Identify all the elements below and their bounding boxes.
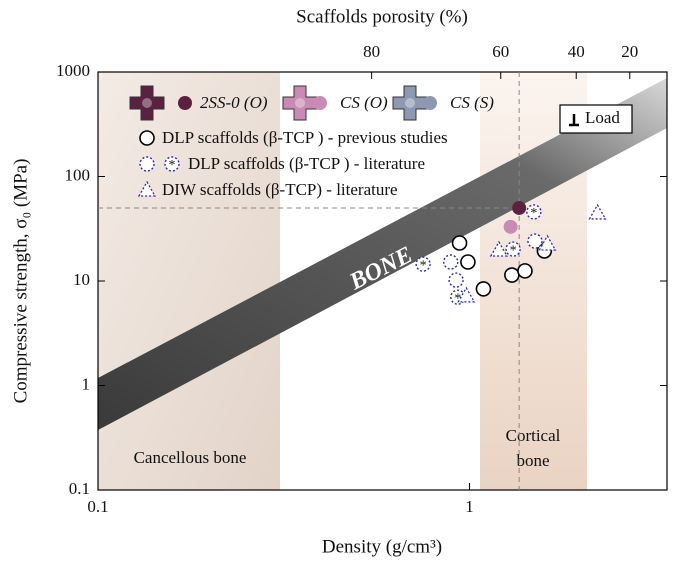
x-tick-label: 1: [465, 497, 474, 516]
point-ring: [444, 255, 458, 269]
point: [476, 282, 490, 296]
x2-tick-label: 40: [568, 42, 585, 61]
x2-axis-title: Scaffolds porosity (%): [296, 6, 468, 27]
point-star: *: [169, 158, 176, 173]
x2-tick-label: 20: [621, 42, 638, 61]
region-label: bone: [516, 451, 549, 470]
page: BONE Cancellous bone Cortical bone Load …: [0, 0, 676, 562]
legend-label: CS (O): [340, 93, 388, 112]
y-tick-label: 10: [73, 270, 90, 289]
y-axis-title: Compressive strength, σ₀ (MPa): [10, 159, 31, 404]
y-tick-label: 100: [65, 165, 91, 184]
legend-label: DLP scaffolds (β-TCP ) - previous studie…: [162, 128, 448, 147]
legend-label: 2SS-0 (O): [200, 93, 268, 112]
legend-label: DIW scaffolds (β-TCP) - literature: [162, 180, 398, 199]
point: [505, 268, 519, 282]
x2-tick-label: 60: [492, 42, 509, 61]
legend-icon: [283, 86, 317, 120]
point-ring: [528, 234, 542, 248]
point: [140, 157, 154, 171]
point-star: *: [530, 206, 537, 221]
point: [449, 273, 463, 287]
point-ring: [449, 273, 463, 287]
legend-icon: [393, 86, 427, 120]
scaffold-hole: [405, 98, 415, 108]
x-axis-title: Density (g/cm³): [322, 536, 442, 557]
point: [461, 255, 475, 269]
point: [512, 201, 526, 215]
scaffold-hole: [142, 98, 152, 108]
legend-marker: [423, 96, 437, 110]
point: [504, 220, 518, 234]
legend-marker: [313, 96, 327, 110]
y-tick-label: 0.1: [69, 479, 90, 498]
point-star: *: [420, 258, 427, 273]
y-tick-label: 1: [82, 374, 91, 393]
point: [589, 205, 605, 219]
scaffold-hole: [295, 98, 305, 108]
point: [528, 234, 542, 248]
x-tick-label: 0.1: [87, 497, 108, 516]
chart: BONE Cancellous bone Cortical bone Load …: [0, 0, 676, 562]
region-label: Cortical: [506, 426, 561, 445]
legend-label: CS (S): [450, 93, 494, 112]
x2-tick-label: 80: [363, 42, 380, 61]
point: [444, 255, 458, 269]
point: *: [416, 257, 430, 273]
region-label: Cancellous bone: [134, 448, 247, 467]
legend-label: DLP scaffolds (β-TCP ) - literature: [188, 154, 425, 173]
load-label: Load: [585, 108, 620, 127]
point: [140, 131, 154, 145]
point-star: *: [510, 243, 517, 258]
point-ring: [140, 157, 154, 171]
y-tick-label: 1000: [56, 61, 90, 80]
legend-marker: [178, 96, 192, 110]
point: [518, 264, 532, 278]
point: [453, 236, 467, 250]
